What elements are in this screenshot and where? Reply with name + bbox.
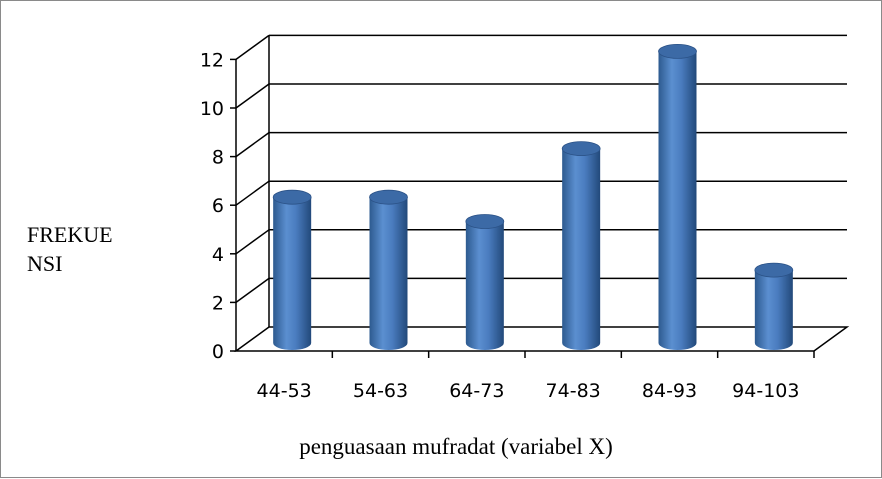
y-tick-label: 8 xyxy=(212,147,224,169)
bar xyxy=(754,262,794,350)
bar-top xyxy=(561,141,601,157)
y-tick-label: 10 xyxy=(200,98,224,120)
bar-body xyxy=(754,270,793,350)
x-axis-label: penguasaan mufradat (variabel X) xyxy=(299,434,613,459)
x-tick-label: 74-83 xyxy=(546,380,601,402)
bars xyxy=(272,44,794,351)
bar-body xyxy=(658,51,697,351)
x-tick-label: 64-73 xyxy=(449,380,504,402)
axes xyxy=(230,35,850,358)
gridline-side xyxy=(235,83,270,109)
y-axis-label: FREKUE NSI xyxy=(27,222,113,276)
x-tick-label: 54-63 xyxy=(353,380,408,402)
gridline-side xyxy=(235,34,270,61)
gridline-side xyxy=(235,180,270,206)
bar-top xyxy=(658,44,697,59)
y-tick-label: 4 xyxy=(212,244,224,266)
gridline-side xyxy=(235,229,270,255)
y-tick-label: 2 xyxy=(212,292,224,314)
bar-body xyxy=(273,197,312,350)
bar xyxy=(658,44,697,351)
x-tick-label: 84-93 xyxy=(642,380,697,402)
bar xyxy=(272,189,312,350)
bar xyxy=(369,189,408,350)
bar-top xyxy=(465,214,505,229)
x-tick-label: 94-103 xyxy=(732,380,799,402)
y-tick-label: 12 xyxy=(200,49,224,71)
tick-labels: 0 2 4 6 8 10 12 44-53 54-63 64-73 74-83 84-93 94-103 xyxy=(200,49,800,402)
bar-body xyxy=(562,148,601,350)
bar-body xyxy=(369,197,408,350)
gridline-side xyxy=(235,277,270,304)
gridline-side xyxy=(235,131,270,158)
bar-top xyxy=(272,189,312,205)
bar-body xyxy=(465,221,504,350)
gridlines xyxy=(235,34,847,304)
y-tick-label: 6 xyxy=(212,195,224,217)
bar xyxy=(465,214,505,350)
bar-top xyxy=(754,262,794,278)
x-tick-label: 44-53 xyxy=(257,380,312,402)
bar-top xyxy=(369,189,408,205)
bar xyxy=(561,141,601,350)
y-tick-label: 0 xyxy=(212,341,224,363)
